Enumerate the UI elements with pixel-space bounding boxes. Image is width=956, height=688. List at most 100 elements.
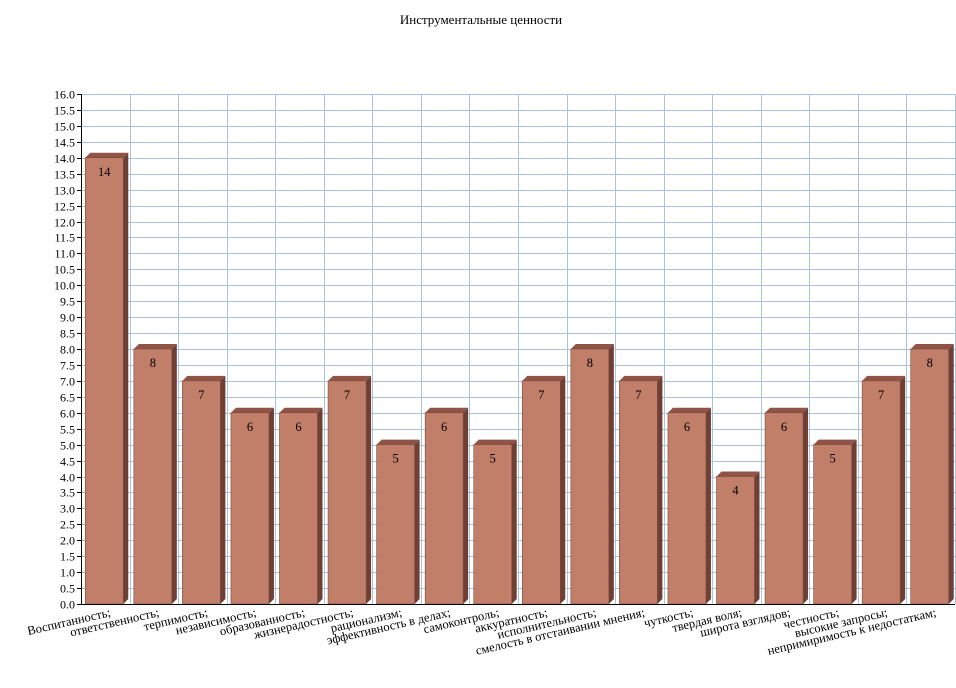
bar <box>182 380 221 605</box>
bar-top <box>667 407 711 413</box>
y-tick-label: 0.0 <box>60 598 75 612</box>
y-tick-label: 1.0 <box>60 566 75 580</box>
bar-value-label: 14 <box>98 165 111 179</box>
y-tick-label: 6.0 <box>60 407 75 421</box>
bar-value-label: 8 <box>587 356 593 370</box>
y-tick-label: 8.5 <box>60 327 75 341</box>
y-tick-label: 15.5 <box>54 104 75 118</box>
bar-value-label: 7 <box>198 388 204 402</box>
bar-top <box>716 471 760 477</box>
bar-top <box>473 439 517 445</box>
bar-side <box>948 344 954 604</box>
gridlines <box>81 94 956 605</box>
bar-side <box>268 407 274 604</box>
y-tick-label: 10.0 <box>54 279 75 293</box>
y-tick-label: 4.5 <box>60 455 75 469</box>
bar <box>570 348 610 605</box>
y-tick-label: 2.5 <box>60 518 75 532</box>
bar-value-label: 6 <box>781 420 787 434</box>
bar <box>910 348 950 605</box>
bar-value-label: 4 <box>732 484 739 498</box>
bar-side <box>851 439 857 604</box>
bar-top <box>765 407 809 413</box>
bar <box>473 444 513 605</box>
bar <box>376 444 415 605</box>
y-tick-label: 12.0 <box>54 216 75 230</box>
y-tick-label: 3.0 <box>60 502 75 516</box>
bar <box>861 380 901 605</box>
bar-value-label: 5 <box>392 452 398 466</box>
bar-side <box>123 152 129 604</box>
bar-top <box>570 344 614 349</box>
bar-side <box>317 407 323 604</box>
bar-top <box>910 344 954 349</box>
bar-value-label: 8 <box>150 356 156 370</box>
y-tick-label: 10.5 <box>54 263 75 277</box>
y-tick-label: 6.5 <box>60 391 75 405</box>
bar <box>424 412 464 605</box>
bar <box>764 412 804 605</box>
x-tick-label: широта взглядов; <box>699 605 792 639</box>
bar-top <box>230 407 274 413</box>
y-tick-label: 3.5 <box>60 486 75 500</box>
y-tick-label: 5.0 <box>60 439 75 453</box>
bar <box>84 157 124 605</box>
bar-side <box>171 344 177 604</box>
bar-side <box>560 375 566 604</box>
y-tick-label: 1.5 <box>60 550 75 564</box>
bar-value-label: 6 <box>295 420 301 434</box>
bar-side <box>608 344 614 604</box>
bar-top <box>522 375 566 381</box>
bar-side <box>463 407 469 604</box>
bar-side <box>900 375 906 604</box>
bar-top <box>328 375 372 381</box>
bar-top <box>182 375 226 381</box>
y-tick-label: 7.5 <box>60 359 75 373</box>
y-tick-label: 16.0 <box>54 88 75 102</box>
y-tick-label: 4.0 <box>60 471 75 485</box>
bar <box>521 380 561 605</box>
bar-side <box>803 407 809 604</box>
bar-side <box>705 407 711 604</box>
bar <box>716 476 755 605</box>
y-tick-label: 14.5 <box>54 136 75 150</box>
bar-value-label: 7 <box>635 388 641 402</box>
y-tick-label: 5.5 <box>60 423 75 437</box>
y-tick-label: 11.0 <box>54 247 75 261</box>
bar-top <box>813 439 857 445</box>
bar <box>279 412 318 605</box>
bar-top <box>425 407 469 413</box>
y-tick-label: 7.0 <box>60 375 75 389</box>
y-tick-label: 11.5 <box>54 231 75 245</box>
bar-side <box>366 375 372 604</box>
bars: 14 8 7 6 6 7 5 6 5 7 8 7 6 4 6 5 7 8 <box>84 152 954 605</box>
bar-side <box>511 439 517 604</box>
bar-value-label: 6 <box>684 420 690 434</box>
bar-value-label: 8 <box>927 356 933 370</box>
bar-top <box>862 375 906 381</box>
y-tick-label: 0.5 <box>60 582 75 596</box>
bar-value-label: 6 <box>247 420 253 434</box>
y-tick-label: 2.0 <box>60 534 75 548</box>
y-tick-label: 8.0 <box>60 343 75 357</box>
y-tick-label: 12.5 <box>54 200 75 214</box>
y-axis-ticks: 0.0 0.5 1.0 1.5 2.0 2.5 3.0 3.54.0 4.5 5.0 5.5 6.0 6… <box>54 88 81 612</box>
bar <box>619 380 658 605</box>
bar <box>667 412 707 605</box>
y-tick-label: 13.0 <box>54 184 75 198</box>
y-tick-label: 15.0 <box>54 120 75 134</box>
bar-value-label: 5 <box>490 452 496 466</box>
bar-top <box>85 152 129 158</box>
axes <box>81 94 955 605</box>
y-tick-label: 13.5 <box>54 168 75 182</box>
bar <box>133 348 173 605</box>
bar-value-label: 5 <box>829 452 835 466</box>
bar <box>230 412 270 605</box>
bar-side <box>754 471 760 604</box>
bar-side <box>414 439 420 604</box>
chart-title: Инструментальные ценности <box>400 12 562 27</box>
bar-value-label: 7 <box>538 388 544 402</box>
y-tick-label: 9.5 <box>60 295 75 309</box>
bar-value-label: 7 <box>344 388 350 402</box>
